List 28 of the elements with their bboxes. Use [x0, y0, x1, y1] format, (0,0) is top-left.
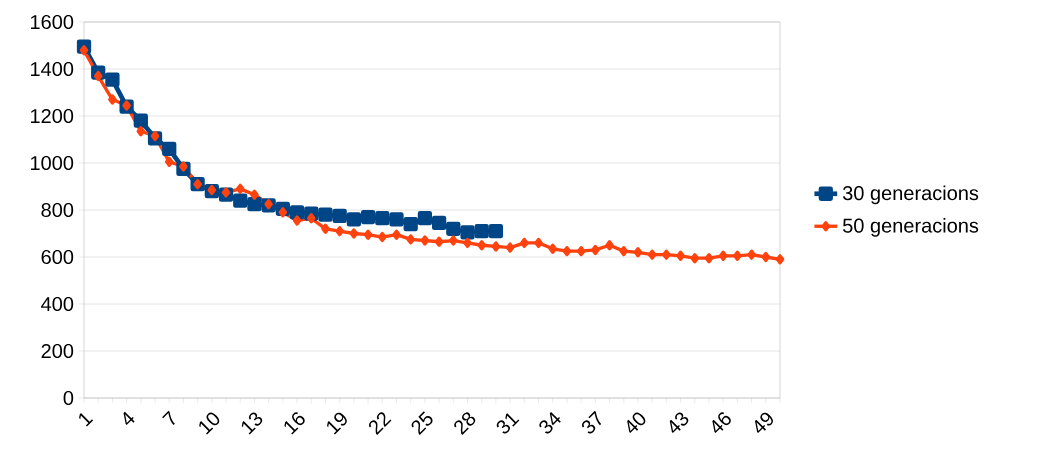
x-tick-label: 7 [162, 410, 175, 426]
y-tick-label: 1400 [30, 61, 74, 77]
y-tick-label: 200 [41, 343, 74, 359]
x-tick-label: 10 [199, 412, 220, 435]
y-tick-label: 0 [63, 390, 74, 406]
x-tick-label: 28 [454, 412, 476, 435]
x-tick-label: 1 [79, 413, 94, 427]
x-tick-label: 19 [327, 412, 347, 435]
y-tick-label: 600 [41, 249, 74, 265]
x-tick-label: 16 [284, 412, 305, 435]
y-tick-label: 400 [41, 296, 74, 312]
x-tick-label: 22 [368, 412, 392, 435]
y-tick-label: 1200 [30, 108, 74, 124]
x-tick-label: 25 [411, 411, 433, 435]
y-tick-label: 800 [41, 202, 74, 218]
x-tick-label: 4 [123, 411, 135, 426]
legend-label: 50 generacions [842, 218, 979, 237]
x-tick-label: 37 [581, 410, 602, 434]
x-tick-label: 49 [754, 412, 773, 434]
x-tick-label: 13 [241, 412, 263, 435]
x-tick-label: 40 [627, 412, 646, 434]
x-tick-label: 31 [496, 413, 520, 434]
x-tick-label: 34 [539, 411, 561, 434]
x-tick-label: 46 [712, 412, 731, 434]
x-tick-label: 43 [669, 412, 689, 434]
y-tick-label: 1600 [30, 14, 74, 30]
y-tick-label: 1000 [30, 155, 74, 171]
legend-label: 30 generacions [842, 185, 979, 205]
